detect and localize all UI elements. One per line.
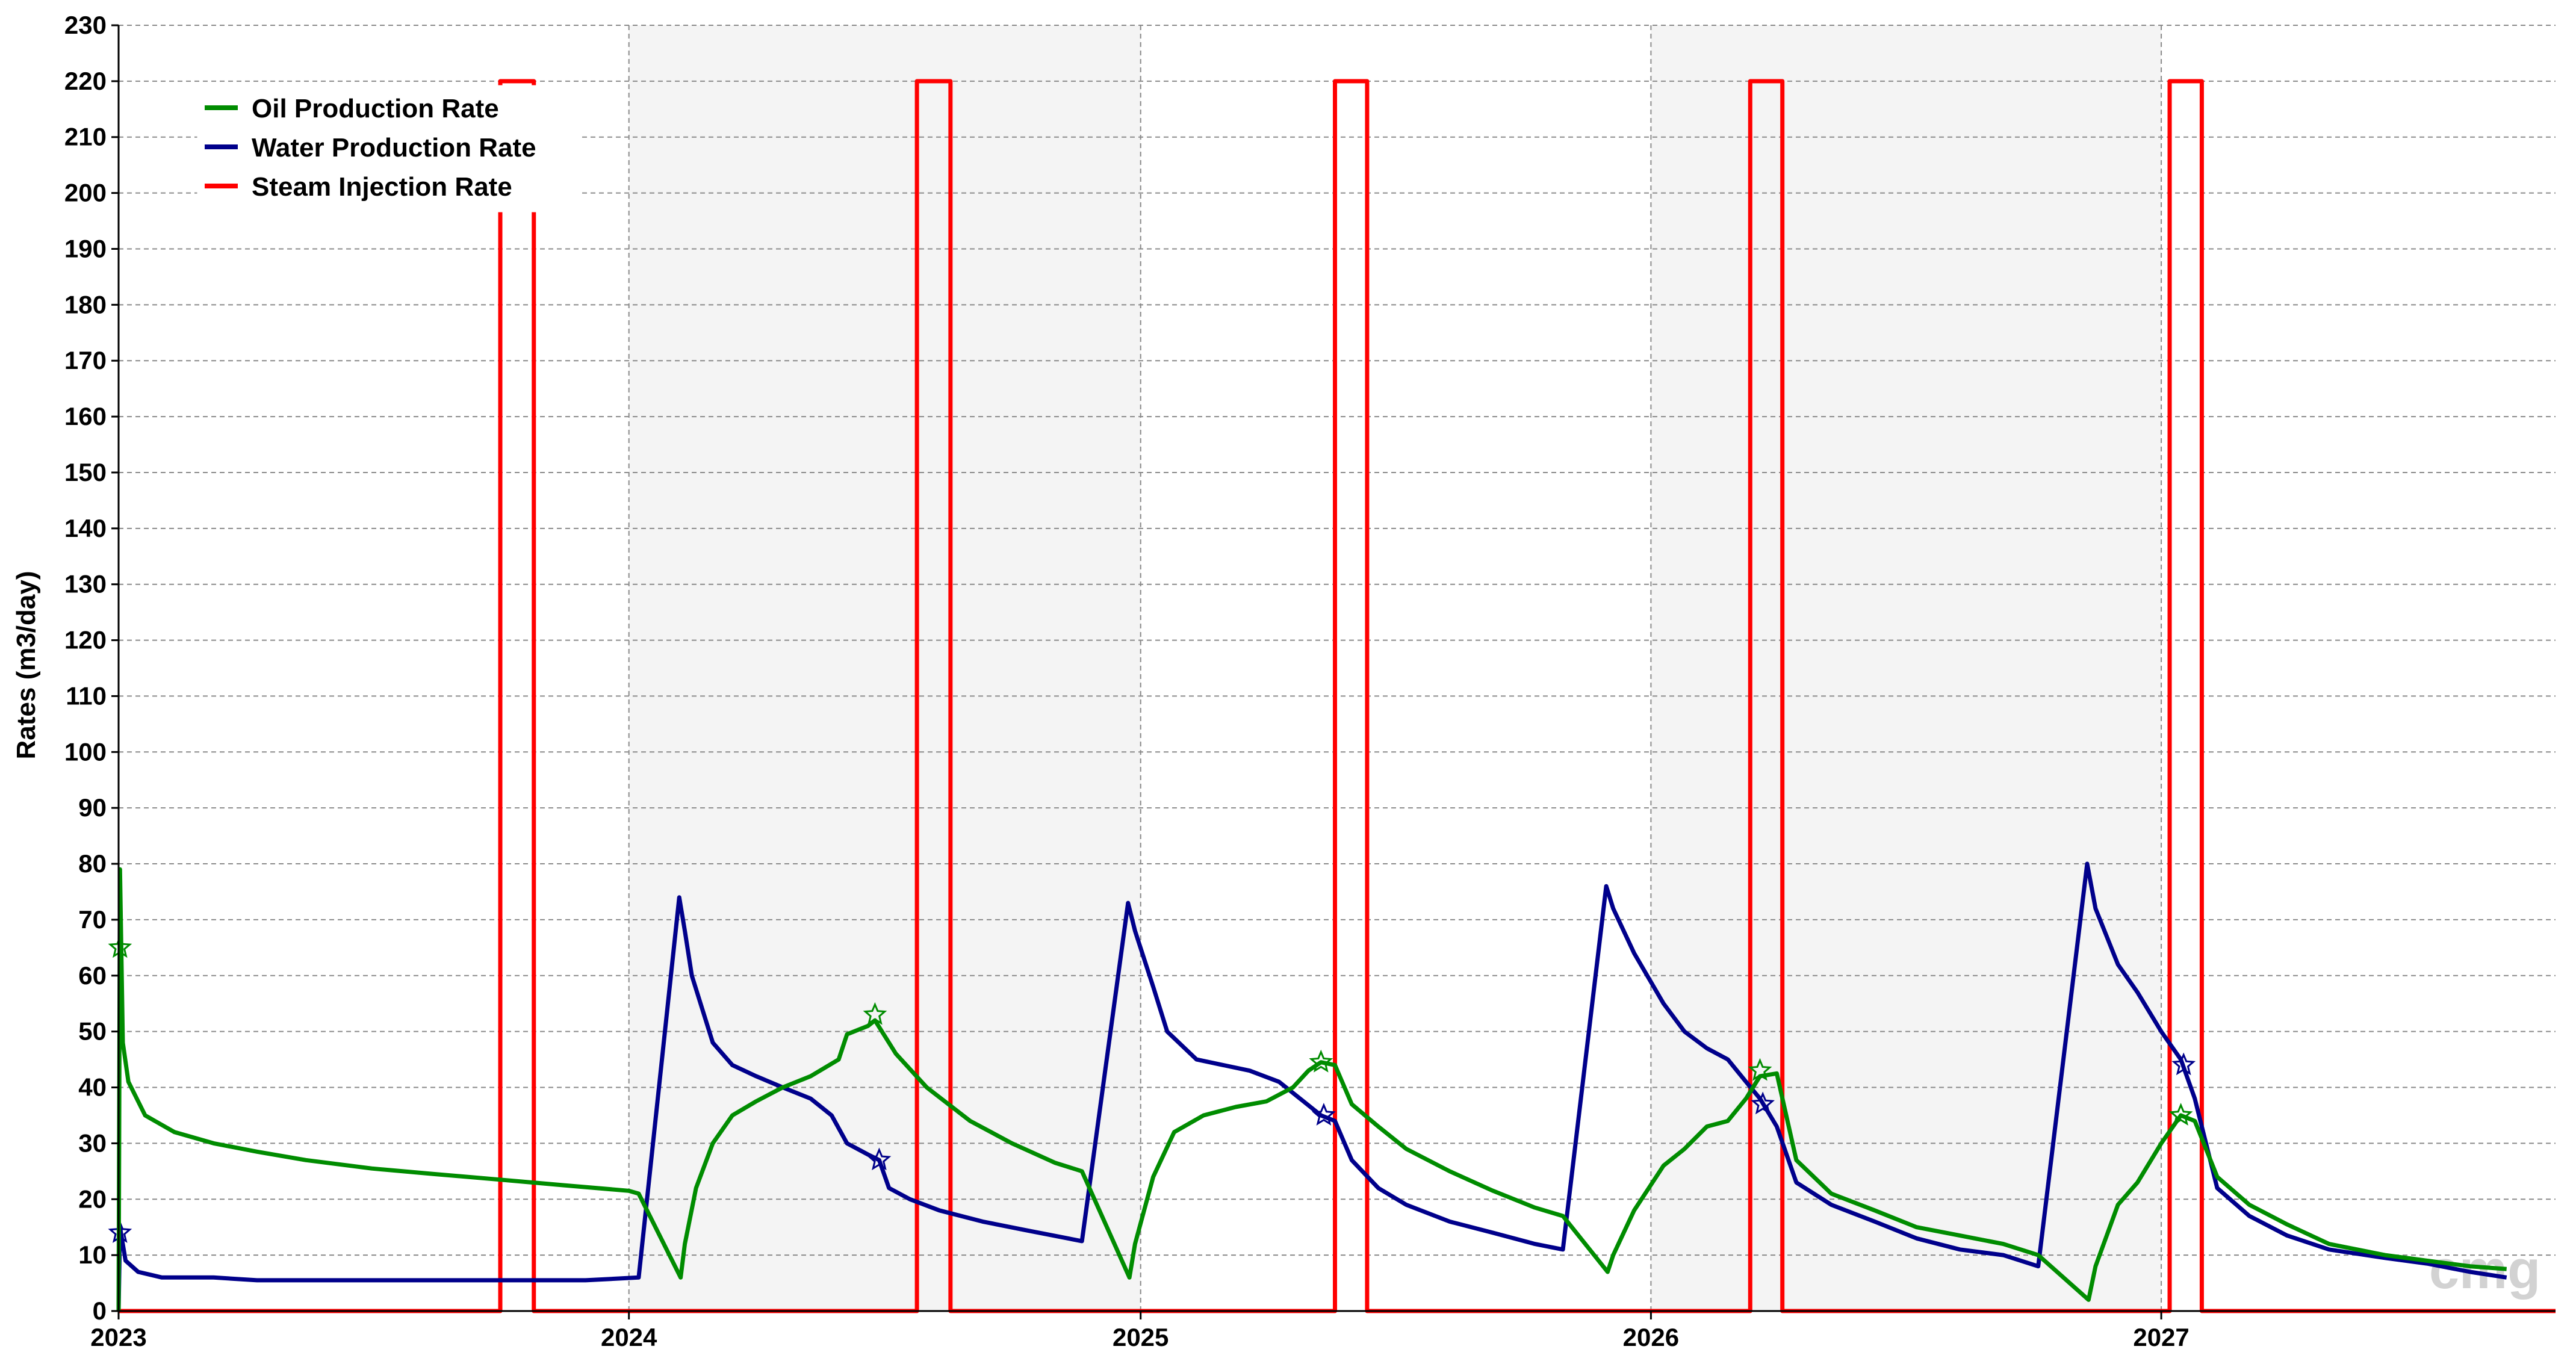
x-tick-label: 2023 bbox=[90, 1323, 146, 1351]
y-tick-label: 120 bbox=[64, 626, 107, 654]
x-tick-labels: 2023 2024 2025 2026 2027 bbox=[90, 1323, 2190, 1351]
y-tick-label: 110 bbox=[66, 681, 107, 710]
y-tick-label: 70 bbox=[78, 905, 107, 934]
series-water-production-rate bbox=[108, 861, 2507, 1312]
y-tick-label: 10 bbox=[78, 1241, 107, 1269]
y-tick-label: 130 bbox=[64, 570, 107, 598]
y-tick-label: 50 bbox=[78, 1017, 107, 1046]
y-tick-label: 30 bbox=[78, 1129, 107, 1157]
legend: Oil Production Rate Water Production Rate… bbox=[197, 85, 580, 212]
y-tick-label: 180 bbox=[64, 290, 107, 318]
y-tick-label: 140 bbox=[64, 514, 107, 542]
legend-label: Oil Production Rate bbox=[252, 94, 499, 123]
data-point-marker bbox=[1309, 1049, 1333, 1073]
y-tick-label: 90 bbox=[78, 793, 107, 822]
x-tick-label: 2025 bbox=[1113, 1323, 1169, 1351]
y-tick-label: 220 bbox=[64, 67, 107, 95]
x-tick-label: 2027 bbox=[2133, 1323, 2189, 1351]
y-tick-label: 80 bbox=[78, 849, 107, 878]
data-point-marker bbox=[2168, 1103, 2193, 1126]
series-steam-injection-rate bbox=[119, 79, 2556, 1313]
data-point-marker bbox=[863, 1002, 887, 1025]
data-point-marker bbox=[867, 1147, 892, 1171]
legend-label: Water Production Rate bbox=[252, 133, 536, 163]
y-tick-label: 20 bbox=[78, 1185, 107, 1213]
data-point-marker bbox=[1751, 1091, 1775, 1115]
series-lines bbox=[108, 79, 2556, 1313]
y-tick-label: 230 bbox=[64, 11, 107, 39]
y-tick-label: 170 bbox=[64, 346, 107, 374]
watermark-logo: cmg bbox=[2429, 1240, 2540, 1300]
year-band bbox=[1651, 25, 2162, 1311]
year-band bbox=[628, 25, 1141, 1311]
x-tick-label: 2024 bbox=[601, 1323, 657, 1351]
legend-box bbox=[197, 85, 580, 212]
y-tick-label: 160 bbox=[64, 402, 107, 430]
series-oil-production-rate bbox=[108, 867, 2507, 1312]
y-tick-label: 100 bbox=[64, 737, 107, 766]
data-point-marker bbox=[108, 935, 132, 958]
y-tick-label: 210 bbox=[64, 123, 107, 151]
data-point-marker bbox=[2171, 1052, 2196, 1076]
data-point-marker bbox=[1748, 1058, 1772, 1081]
series-line bbox=[119, 79, 2556, 1313]
y-tick-label: 40 bbox=[78, 1073, 107, 1102]
series-line bbox=[116, 867, 2507, 1312]
y-tick-label: 0 bbox=[93, 1297, 107, 1325]
y-axis-title: Rates (m3/day) bbox=[11, 571, 41, 759]
data-point-marker bbox=[1312, 1103, 1336, 1126]
y-tick-label: 60 bbox=[78, 961, 107, 990]
y-tick-label: 200 bbox=[64, 179, 107, 207]
y-tick-labels: 0 10 20 30 40 50 60 70 80 90 100 110 120 130 140 150 160… bbox=[64, 11, 107, 1325]
y-tick-label: 190 bbox=[64, 234, 107, 262]
x-tick-label: 2026 bbox=[1623, 1323, 1679, 1351]
legend-label: Steam Injection Rate bbox=[252, 172, 512, 202]
axes bbox=[111, 24, 2556, 1319]
y-tick-label: 150 bbox=[64, 458, 107, 486]
